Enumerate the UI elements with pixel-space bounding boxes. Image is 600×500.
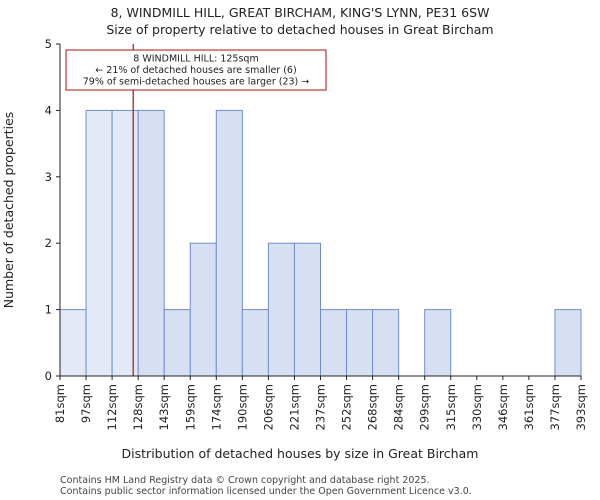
bar-159sqm [189,242,217,377]
bar-206sqm [267,242,295,377]
bar-97sqm [85,109,113,377]
x-tick-label: 393sqm [574,384,588,430]
y-tick-label: 4 [45,103,52,117]
x-tick-label: 315sqm [444,384,458,430]
y-tick-label: 2 [45,236,52,250]
x-tick-label: 284sqm [392,384,406,430]
bar-377sqm [554,309,582,377]
x-ticks-group: 81sqm 97sqm 112sqm 128sqm 143sqm 159sqm 174sqm… [53,376,588,430]
y-ticks-group: 0 1 2 3 4 5 [45,37,60,383]
y-tick-label: 0 [45,369,52,383]
bar-128sqm [137,109,165,377]
annotation-line-2: ← 21% of detached houses are smaller (6) [95,65,296,76]
x-tick-label: 346sqm [496,384,510,430]
bar-299sqm [424,309,452,377]
x-tick-label: 206sqm [261,384,275,430]
bar-112sqm [111,109,139,377]
bar-174sqm [215,109,243,377]
bar-221sqm [293,242,322,377]
x-tick-label: 361sqm [522,384,536,430]
chart-title: 8, WINDMILL HILL, GREAT BIRCHAM, KING'S … [111,5,490,20]
x-axis-label: Distribution of detached houses by size … [122,446,479,461]
x-tick-label: 221sqm [287,384,301,430]
x-tick-label: 159sqm [183,384,197,430]
x-tick-label: 190sqm [235,384,249,430]
x-tick-label: 377sqm [548,384,562,430]
annotation-box: 8 WINDMILL HILL: 125sqm ← 21% of detache… [65,49,327,91]
y-tick-label: 3 [45,170,52,184]
bar-237sqm [320,309,348,377]
bars-group [59,109,582,377]
x-tick-label: 299sqm [418,384,432,430]
bar-252sqm [346,309,374,377]
x-tick-label: 143sqm [157,384,171,430]
x-tick-label: 81sqm [53,384,67,423]
x-tick-label: 330sqm [470,384,484,430]
annotation-line-3: 79% of semi-detached houses are larger (… [83,77,310,88]
x-tick-label: 252sqm [340,384,354,430]
bar-268sqm [372,309,400,377]
x-tick-label: 237sqm [314,384,328,430]
x-tick-label: 112sqm [105,384,119,430]
bar-81sqm [59,309,87,377]
footer-line-1: Contains HM Land Registry data © Crown c… [60,475,430,486]
annotation-line-1: 8 WINDMILL HILL: 125sqm [133,54,258,65]
chart-subtitle: Size of property relative to detached ho… [106,22,493,37]
y-axis-label: Number of detached properties [1,112,16,309]
x-tick-label: 97sqm [79,384,93,423]
bar-143sqm [163,309,191,377]
y-tick-label: 1 [45,303,52,317]
annotation-border [65,49,327,91]
y-tick-label: 5 [45,37,52,51]
x-tick-label: 128sqm [131,384,145,430]
bar-190sqm [241,309,269,377]
x-tick-label: 268sqm [366,384,380,430]
footer-line-2: Contains public sector information licen… [60,486,472,497]
x-tick-label: 174sqm [209,384,223,430]
